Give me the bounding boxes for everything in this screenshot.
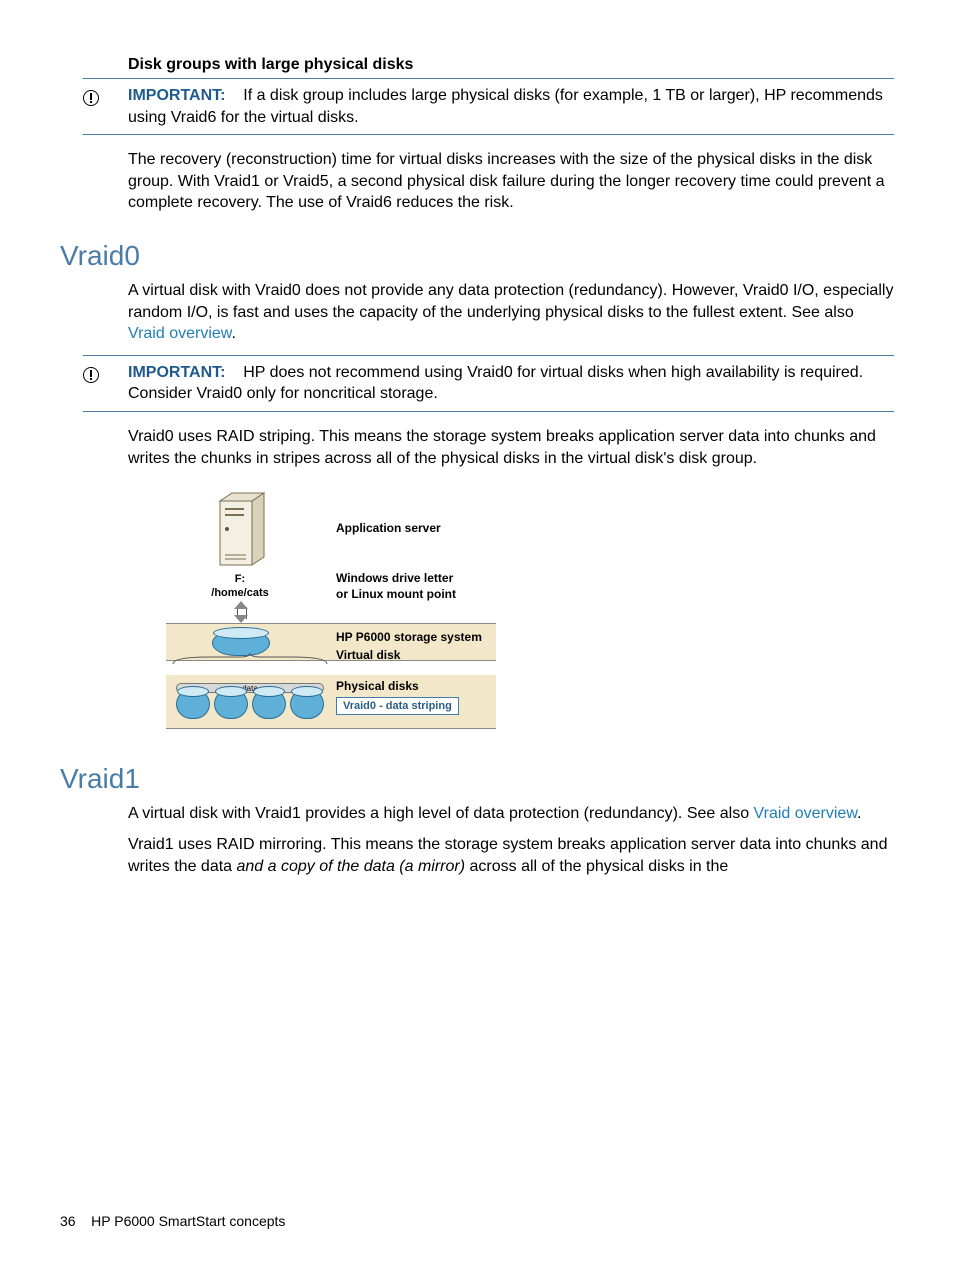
mount-text: F: /home/cats xyxy=(166,573,314,601)
subheading-disk-groups: Disk groups with large physical disks xyxy=(128,56,894,74)
important-icon xyxy=(83,367,99,383)
vraid1-p2-b: across all of the physical disks in the xyxy=(465,858,728,875)
drive-label-l2: or Linux mount point xyxy=(336,587,456,601)
paragraph-vraid1-intro: A virtual disk with Vraid1 provides a hi… xyxy=(128,803,894,825)
vraid0-diagram: Application server F: /home/cats Windows… xyxy=(166,489,516,729)
label-physical-disks: Physical disks xyxy=(336,679,419,693)
drive-line2: /home/cats xyxy=(211,587,268,599)
paragraph-vraid0-intro: A virtual disk with Vraid0 does not prov… xyxy=(128,280,894,345)
important-callout-2: IMPORTANT: HP does not recommend using V… xyxy=(83,362,894,405)
label-app-server: Application server xyxy=(336,521,441,537)
diagram-mount-row: F: /home/cats Windows drive letter or Li… xyxy=(166,571,516,601)
physical-disk-icon xyxy=(252,689,286,719)
paragraph-recovery: The recovery (reconstruction) time for v… xyxy=(128,149,894,214)
heading-vraid0: Vraid0 xyxy=(60,240,894,272)
link-vraid-overview-2[interactable]: Vraid overview xyxy=(754,805,857,822)
vraid0-intro-b: . xyxy=(231,325,235,342)
diagram-server-row: Application server xyxy=(166,489,516,571)
important-label: IMPORTANT: xyxy=(128,87,225,104)
server-icon xyxy=(212,489,266,571)
brace-icon xyxy=(170,653,330,665)
label-virtual-disk: Virtual disk xyxy=(336,648,400,662)
vraid1-intro-a: A virtual disk with Vraid1 provides a hi… xyxy=(128,805,754,822)
callout-rule-top-2 xyxy=(83,355,894,356)
link-vraid-overview-1[interactable]: Vraid overview xyxy=(128,325,231,342)
label-drive: Windows drive letter or Linux mount poin… xyxy=(336,571,456,602)
arrow-updown-icon xyxy=(232,601,250,621)
page-content: Disk groups with large physical disks IM… xyxy=(0,0,954,877)
vraid0-intro-a: A virtual disk with Vraid0 does not prov… xyxy=(128,282,893,321)
page-number: 36 xyxy=(60,1213,76,1229)
important-text: IMPORTANT: If a disk group includes larg… xyxy=(128,85,894,128)
callout-rule-top xyxy=(83,78,894,79)
diagram-physical-disks-row: data Physical disks Vraid0 - data stripi… xyxy=(166,675,496,729)
page-footer: 36 HP P6000 SmartStart concepts xyxy=(60,1213,285,1229)
physical-disk-icon xyxy=(290,689,324,719)
important-body: HP does not recommend using Vraid0 for v… xyxy=(128,364,863,403)
footer-title: HP P6000 SmartStart concepts xyxy=(91,1213,285,1229)
paragraph-vraid1-mirroring: Vraid1 uses RAID mirroring. This means t… xyxy=(128,834,894,877)
important-text: IMPORTANT: HP does not recommend using V… xyxy=(128,362,894,405)
important-label: IMPORTANT: xyxy=(128,364,225,381)
vraid1-p2-italic: and a copy of the data (a mirror) xyxy=(237,858,466,875)
important-icon-col xyxy=(83,85,128,128)
drive-label-l1: Windows drive letter xyxy=(336,571,453,585)
important-body: If a disk group includes large physical … xyxy=(128,87,883,126)
important-icon-col xyxy=(83,362,128,405)
callout-rule-bot xyxy=(83,134,894,135)
physical-disk-icon xyxy=(214,689,248,719)
label-vraid0-striping: Vraid0 - data striping xyxy=(336,697,459,715)
callout-rule-bot-2 xyxy=(83,411,894,412)
diagram-brace-row xyxy=(166,661,496,675)
label-storage-system: HP P6000 storage system xyxy=(336,630,482,644)
physical-disk-icon xyxy=(176,689,210,719)
drive-line1: F: xyxy=(235,573,245,585)
important-icon xyxy=(83,90,99,106)
important-callout-1: IMPORTANT: If a disk group includes larg… xyxy=(83,85,894,128)
paragraph-vraid0-striping: Vraid0 uses RAID striping. This means th… xyxy=(128,426,894,469)
vraid1-intro-b: . xyxy=(857,805,861,822)
heading-vraid1: Vraid1 xyxy=(60,763,894,795)
